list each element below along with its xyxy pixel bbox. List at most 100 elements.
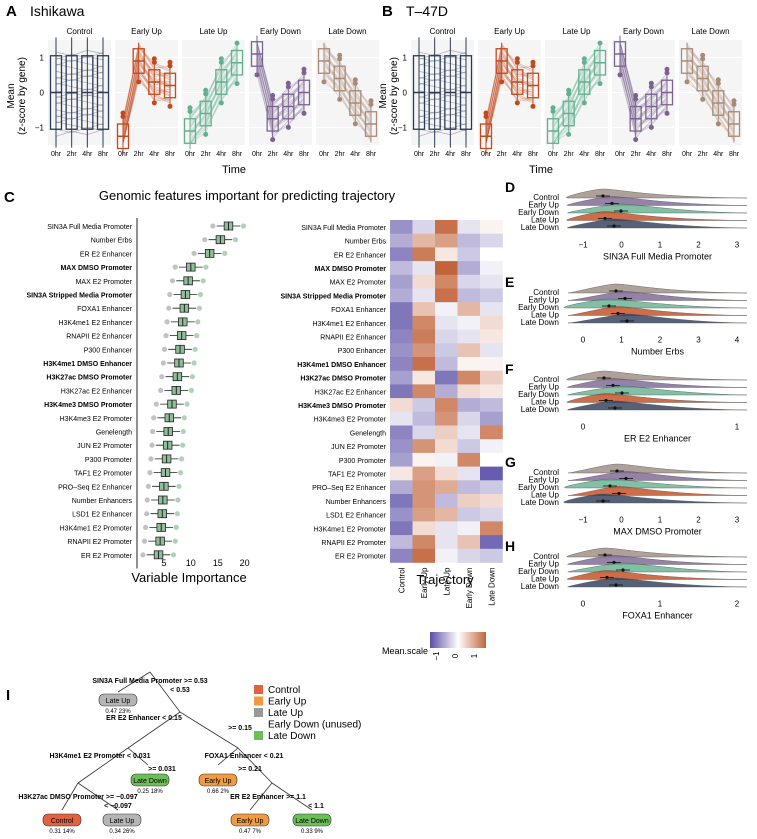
- box-row-label: LSD1 E2 Enhancer: [72, 512, 133, 519]
- heatmap-cell: [457, 452, 481, 467]
- ridge-x-tick: 2: [696, 516, 701, 525]
- heatmap-cell: [480, 411, 503, 426]
- panel-a-trace-line: [323, 50, 372, 116]
- panel-a-outlier: [337, 56, 343, 62]
- heatmap-cell: [412, 357, 436, 371]
- panel-b-trace-line: [686, 61, 735, 127]
- panel-a-outlier: [368, 98, 374, 104]
- box-outlier: [177, 470, 184, 476]
- panel-b-time-tick: 0hr: [414, 151, 425, 158]
- tree-split-label: >= 0.031: [148, 766, 176, 773]
- panel-b-trace-line: [619, 67, 668, 129]
- box-row-label: SIN3A Stripped Media Promoter: [26, 293, 132, 300]
- tree-split-label: H3K27ac DMSO Promoter >= −0.097: [18, 794, 137, 801]
- heatmap-cell: [457, 302, 481, 317]
- box-outlier: [180, 428, 186, 435]
- panel-a-trace-line: [256, 41, 305, 106]
- heatmap-cell: [390, 315, 413, 330]
- heatmap-cell: [480, 398, 503, 413]
- panel-a-trace-line: [256, 62, 305, 133]
- panel-a-trace-line: [323, 59, 372, 126]
- panel-b-trace-line: [485, 68, 534, 144]
- panel-b: B T–47D Mean (z-score by gene) Time 1 0 −1…: [378, 3, 742, 176]
- panel-a-trace-line: [189, 68, 238, 144]
- panel-a-trace-line: [122, 64, 171, 138]
- panel-a-trace-line: [323, 63, 372, 129]
- tree-leaf-node: [102, 813, 142, 827]
- ridge-x-tick: 4: [735, 336, 740, 345]
- heatmap-cell: [390, 247, 413, 262]
- panel-b-outlier: [664, 110, 670, 116]
- panel-a-trace-line: [256, 64, 305, 134]
- tree-leaf-stats: 0.34 26%: [109, 829, 135, 835]
- panel-b-outlier: [700, 56, 706, 62]
- box-outlier: [163, 333, 169, 339]
- panel-b-trace-line: [485, 52, 534, 134]
- panel-a-trace-line: [122, 46, 171, 119]
- ridge-x-tick: −1: [578, 516, 588, 525]
- ridge-mean-point: [602, 376, 606, 380]
- panel-b-trace-line: [485, 42, 534, 125]
- panel-a-trace-line: [256, 61, 305, 131]
- ridge-row-label: Late Down: [521, 405, 559, 414]
- panel-b-trace-line: [418, 78, 467, 87]
- panel-b-trace-line: [686, 46, 735, 112]
- tree-edge: [249, 782, 273, 811]
- panel-a-trace-line: [256, 56, 305, 126]
- heatmap-cell: [412, 425, 436, 440]
- panel-b-trace-line: [485, 64, 534, 138]
- box-outlier: [169, 278, 176, 284]
- ridge-mean-point: [605, 575, 609, 580]
- panel-a-trace-line: [189, 55, 238, 123]
- heatmap-cell: [480, 452, 503, 467]
- panel-a-outlier: [218, 59, 224, 65]
- box-outlier: [147, 470, 153, 476]
- panel-b-y-tick: 0: [403, 89, 408, 98]
- panel-b-title: T–47D: [406, 3, 448, 19]
- panel-a-trace-line: [189, 78, 238, 144]
- tree-edge: [127, 711, 181, 749]
- panel-i: I SIN3A Full Media Promoter >= 0.53 < 0.5…: [6, 671, 361, 835]
- heatmap-cell: [457, 343, 481, 358]
- heatmap-cell: [390, 425, 413, 440]
- heatmap-cell: [435, 329, 458, 344]
- box-outlier: [180, 442, 186, 448]
- panel-b-trace-line: [686, 50, 735, 116]
- panel-a-trace-line: [323, 71, 372, 137]
- panel-a-facet-label: Control: [67, 27, 93, 36]
- ridge-mean-point: [603, 216, 607, 221]
- panel-b-outlier: [715, 80, 721, 86]
- panel-b-trace-line: [552, 56, 601, 124]
- panel-b-trace-line: [418, 121, 467, 130]
- heatmap-cell: [412, 521, 436, 536]
- panel-b-outlier: [566, 87, 572, 93]
- panel-a-trace-line: [122, 67, 171, 144]
- ridge-mean-point: [603, 553, 607, 557]
- panel-b-trace-line: [686, 66, 735, 132]
- heatmap-row-label: SIN3A Stripped Media Promoter: [280, 293, 386, 300]
- heatmap-row-label: RNAPII E2 Promoter: [321, 540, 386, 547]
- tree-leaf-stats: 0.33 9%: [301, 829, 324, 835]
- panel-b-trace-line: [619, 64, 668, 134]
- panel-b-outlier: [483, 110, 489, 116]
- panel-a-trace-line: [55, 109, 104, 118]
- panel-a-outlier: [187, 108, 193, 114]
- panel-b-trace-line: [619, 51, 668, 112]
- panel-b-trace-line: [485, 57, 534, 131]
- ridge-mean-point: [604, 398, 608, 403]
- heatmap-cell: [457, 507, 481, 522]
- heatmap-cell: [457, 315, 481, 330]
- panel-a-trace-line: [256, 47, 305, 117]
- panel-a-trace-line: [55, 52, 104, 60]
- panel-b-trace-line: [552, 68, 601, 144]
- ridge-panel-letter: H: [505, 538, 515, 554]
- ridge-mean-point: [624, 476, 628, 481]
- panel-b-trace-line: [619, 54, 668, 124]
- heatmap-cell: [435, 466, 458, 481]
- heatmap-row-label: Number Enhancers: [326, 499, 387, 506]
- panel-a-trace-line: [256, 53, 305, 123]
- heatmap-cell: [435, 302, 458, 317]
- tree-edge: [61, 782, 79, 811]
- box-outlier: [172, 538, 178, 544]
